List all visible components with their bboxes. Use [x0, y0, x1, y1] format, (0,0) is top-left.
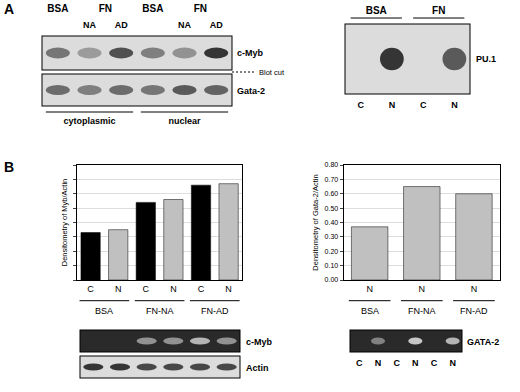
svg-text:N: N — [389, 100, 396, 110]
svg-text:0.50: 0.50 — [325, 205, 339, 212]
svg-text:0.00: 0.00 — [325, 276, 339, 283]
svg-text:C: C — [393, 358, 400, 368]
svg-text:FN: FN — [194, 3, 207, 14]
svg-text:Densitometry of Gata-2/Actin: Densitometry of Gata-2/Actin — [311, 174, 320, 270]
svg-text:C: C — [87, 284, 94, 294]
svg-text:C: C — [431, 358, 438, 368]
svg-text:N: N — [451, 100, 458, 110]
svg-text:nuclear: nuclear — [168, 116, 201, 126]
svg-text:Blot cut: Blot cut — [259, 68, 285, 77]
svg-text:0.20: 0.20 — [325, 248, 339, 255]
svg-text:c-Myb: c-Myb — [237, 48, 264, 58]
svg-text:Actin: Actin — [246, 363, 269, 373]
svg-text:BSA: BSA — [142, 3, 163, 14]
svg-text:N: N — [366, 284, 373, 294]
svg-text:0.10: 0.10 — [325, 262, 339, 269]
svg-text:BSA: BSA — [47, 3, 68, 14]
svg-text:N: N — [412, 358, 419, 368]
svg-text:GATA-2: GATA-2 — [467, 337, 499, 347]
svg-text:0.40: 0.40 — [325, 219, 339, 226]
svg-text:BSA: BSA — [95, 306, 113, 316]
svg-text:C: C — [198, 284, 205, 294]
svg-text:FN-AD: FN-AD — [201, 306, 229, 316]
svg-text:0.60: 0.60 — [325, 190, 339, 197]
svg-text:C: C — [356, 358, 363, 368]
svg-text:BSA: BSA — [361, 306, 379, 316]
svg-text:AD: AD — [115, 20, 128, 30]
svg-text:PU.1: PU.1 — [476, 54, 496, 64]
svg-text:FN-AD: FN-AD — [460, 306, 488, 316]
svg-text:0.80: 0.80 — [325, 161, 339, 168]
svg-text:NA: NA — [178, 20, 191, 30]
svg-text:A: A — [4, 1, 14, 17]
svg-text:FN-NA: FN-NA — [146, 306, 174, 316]
svg-text:NA: NA — [83, 20, 96, 30]
svg-text:N: N — [225, 284, 232, 294]
svg-text:B: B — [4, 159, 14, 175]
svg-text:FN-NA: FN-NA — [408, 306, 436, 316]
svg-text:N: N — [449, 358, 456, 368]
svg-text:BSA: BSA — [366, 5, 387, 16]
svg-text:C: C — [357, 100, 364, 110]
svg-text:FN: FN — [432, 5, 445, 16]
svg-text:0.70: 0.70 — [325, 176, 339, 183]
svg-text:N: N — [115, 284, 122, 294]
svg-text:N: N — [419, 284, 426, 294]
svg-text:C: C — [143, 284, 150, 294]
svg-text:FN: FN — [99, 3, 112, 14]
svg-text:Gata-2: Gata-2 — [237, 86, 265, 96]
svg-text:N: N — [471, 284, 478, 294]
svg-text:Densitometry of Myb/Actin: Densitometry of Myb/Actin — [60, 179, 69, 267]
svg-text:C: C — [420, 100, 427, 110]
svg-text:cytoplasmic: cytoplasmic — [63, 116, 115, 126]
svg-text:AD: AD — [210, 20, 223, 30]
svg-text:c-Myb: c-Myb — [246, 337, 273, 347]
svg-text:0.30: 0.30 — [325, 233, 339, 240]
svg-text:N: N — [170, 284, 177, 294]
svg-text:N: N — [375, 358, 382, 368]
